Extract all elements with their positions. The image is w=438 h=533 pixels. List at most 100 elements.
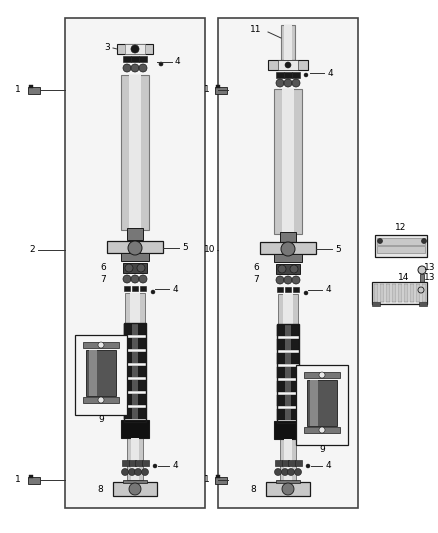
Bar (124, 323, 146, 422)
Circle shape (125, 264, 133, 272)
Bar (372, 302, 380, 306)
Circle shape (275, 469, 282, 475)
Bar (284, 72, 292, 78)
Bar (28, 477, 40, 484)
Bar (386, 284, 390, 302)
Bar (135, 460, 142, 466)
Circle shape (153, 464, 157, 468)
Bar (121, 420, 149, 438)
Bar (295, 460, 302, 466)
Bar (274, 421, 302, 439)
Circle shape (319, 372, 325, 378)
Circle shape (278, 265, 286, 273)
Text: 2: 2 (29, 246, 35, 254)
Bar (127, 438, 143, 480)
Bar (117, 44, 153, 54)
Circle shape (285, 62, 291, 68)
Bar (127, 228, 143, 240)
Bar (377, 238, 425, 245)
Bar (293, 287, 299, 292)
Circle shape (151, 290, 155, 294)
Bar (285, 287, 291, 292)
Bar (278, 60, 298, 70)
Bar (65, 18, 205, 508)
Bar (283, 294, 293, 324)
Bar (86, 350, 116, 396)
Bar (288, 460, 295, 466)
Text: 6: 6 (253, 262, 259, 271)
Bar (422, 284, 426, 302)
Bar (277, 324, 299, 423)
Bar (125, 44, 145, 54)
Text: 1: 1 (15, 85, 21, 94)
Circle shape (123, 64, 131, 72)
Circle shape (129, 483, 141, 495)
Bar (310, 380, 318, 426)
Bar (307, 380, 337, 426)
Text: 1: 1 (15, 475, 21, 484)
Text: 9: 9 (319, 446, 325, 455)
Circle shape (159, 62, 163, 66)
Text: 7: 7 (100, 274, 106, 284)
Bar (132, 366, 138, 377)
Circle shape (276, 276, 284, 284)
Bar (124, 408, 146, 419)
Bar (304, 427, 340, 433)
Circle shape (131, 275, 139, 283)
Text: 8: 8 (250, 486, 256, 495)
Text: 5: 5 (335, 245, 341, 254)
Text: 9: 9 (98, 416, 104, 424)
Bar (29, 85, 33, 88)
Bar (277, 353, 299, 364)
Bar (292, 72, 300, 78)
Circle shape (137, 264, 145, 272)
Bar (282, 460, 289, 466)
Bar (304, 372, 340, 378)
Bar (121, 253, 149, 261)
Text: 13: 13 (424, 262, 436, 271)
Bar (416, 284, 420, 302)
Bar (131, 438, 139, 480)
Bar (282, 89, 294, 234)
Bar (398, 284, 402, 302)
Bar (124, 286, 130, 291)
Circle shape (421, 238, 427, 244)
Bar (277, 339, 299, 350)
Circle shape (304, 73, 308, 77)
Bar (277, 367, 299, 378)
Bar (132, 394, 138, 405)
Circle shape (131, 45, 139, 53)
Bar (142, 460, 149, 466)
Bar (284, 439, 292, 481)
Bar (419, 302, 427, 306)
Bar (215, 87, 227, 94)
Circle shape (284, 276, 292, 284)
Bar (285, 325, 291, 336)
Bar (285, 381, 291, 392)
Bar (375, 235, 427, 257)
Circle shape (276, 79, 284, 87)
Bar (285, 395, 291, 406)
Bar (280, 439, 296, 481)
Bar (123, 263, 147, 273)
Bar (124, 324, 146, 335)
Text: 8: 8 (97, 486, 103, 495)
Bar (132, 408, 138, 419)
Bar (266, 482, 310, 496)
Circle shape (418, 266, 426, 274)
Circle shape (294, 469, 301, 475)
Bar (123, 56, 131, 62)
Bar (83, 342, 119, 348)
Circle shape (98, 342, 104, 348)
Bar (131, 56, 139, 62)
Circle shape (284, 79, 292, 87)
Bar (285, 339, 291, 350)
Circle shape (134, 469, 141, 475)
Bar (285, 367, 291, 378)
Bar (107, 241, 163, 253)
Bar (277, 325, 299, 336)
Bar (410, 284, 414, 302)
Bar (281, 25, 295, 60)
Bar (132, 338, 138, 349)
Bar (285, 409, 291, 420)
